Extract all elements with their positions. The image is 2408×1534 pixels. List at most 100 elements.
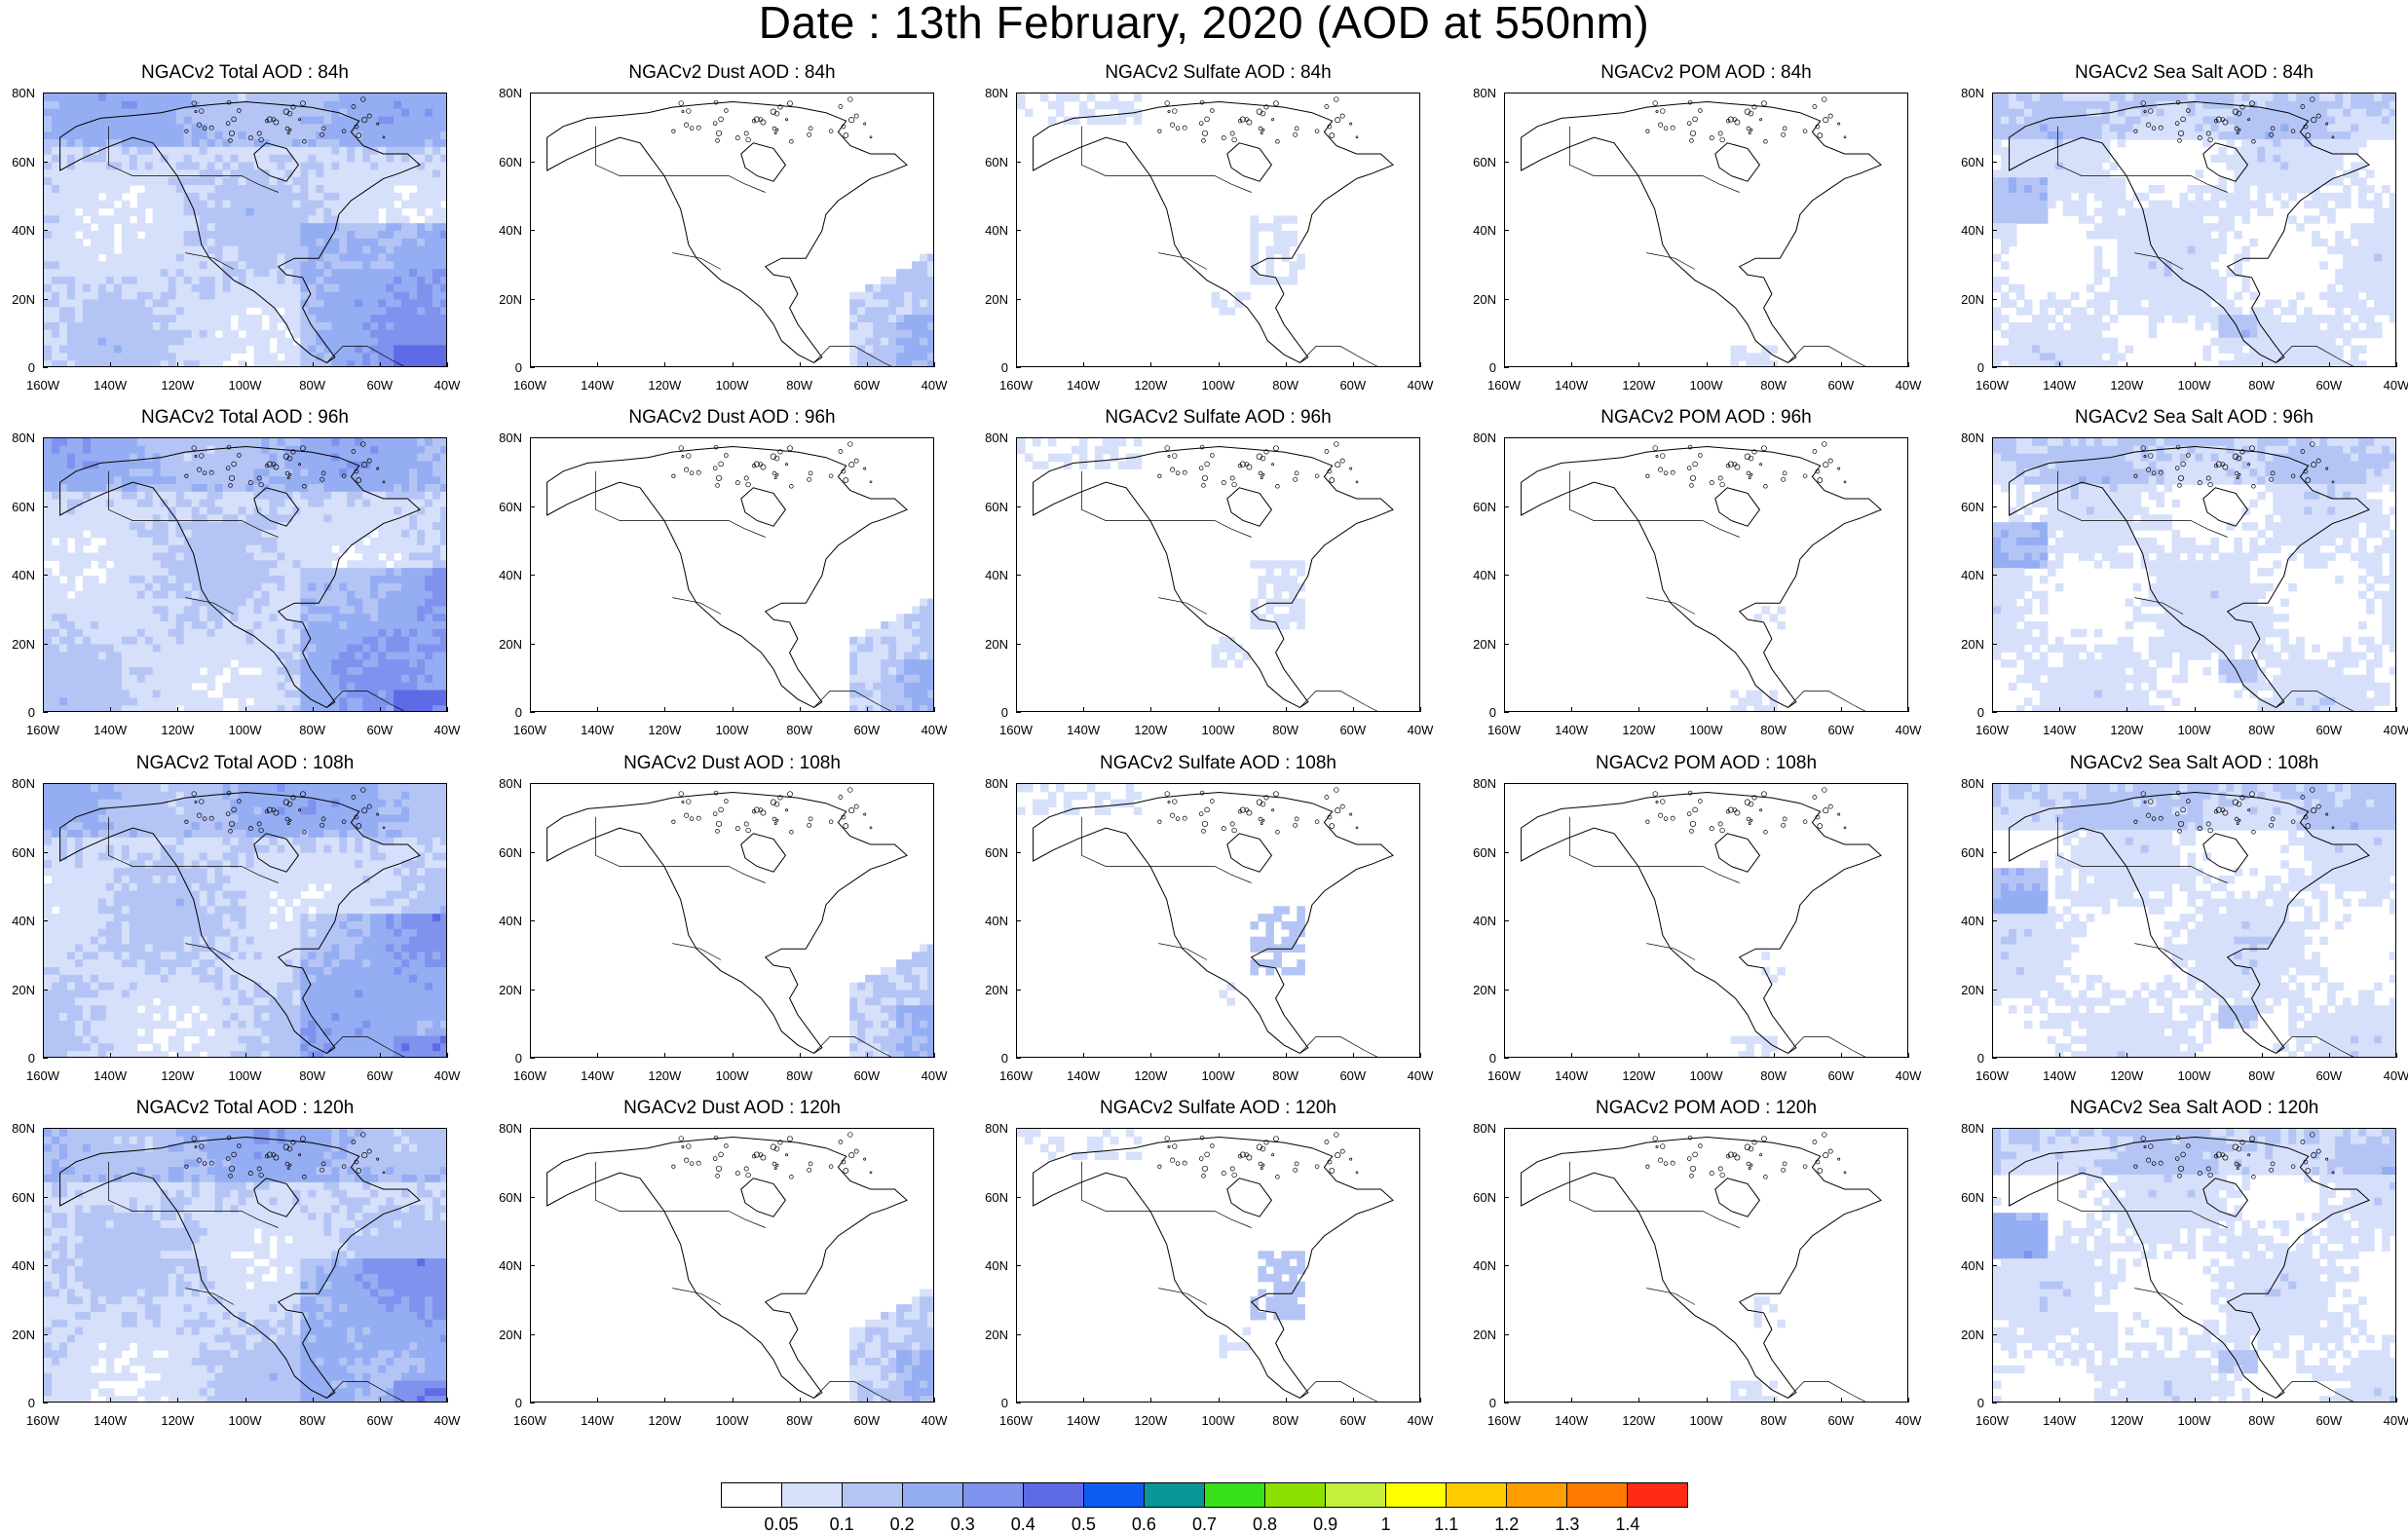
aod-cell <box>2304 177 2313 185</box>
aod-cell <box>355 614 363 621</box>
aod-cell <box>269 231 278 239</box>
aod-cell <box>106 438 115 446</box>
aod-cell <box>2382 117 2390 125</box>
aod-cell <box>44 322 53 330</box>
aod-cell <box>386 215 395 223</box>
aod-cell <box>261 124 270 131</box>
aod-cell <box>292 124 301 131</box>
aod-cell <box>200 614 208 621</box>
aod-cell <box>1265 246 1274 254</box>
aod-cell <box>153 177 162 185</box>
aod-cell <box>176 507 185 515</box>
aod-cell <box>355 231 363 239</box>
aod-cell <box>912 269 921 277</box>
aod-cell <box>2063 177 2072 185</box>
aod-cell <box>122 492 131 500</box>
aod-cell <box>284 583 293 591</box>
aod-cell <box>417 177 426 185</box>
aod-cell <box>2312 94 2320 101</box>
aod-cell <box>91 246 99 254</box>
island-outline <box>786 119 788 121</box>
aod-cell <box>865 330 874 338</box>
aod-cell <box>184 599 193 607</box>
aod-cell <box>223 538 232 545</box>
aod-cell <box>912 300 921 308</box>
aod-cell <box>75 201 84 208</box>
aod-cell <box>2202 131 2211 139</box>
aod-cell <box>106 147 115 155</box>
aod-cell <box>153 353 162 360</box>
aod-cell <box>394 560 402 568</box>
aod-cell <box>339 507 348 515</box>
aod-cell <box>323 155 332 163</box>
aod-cell <box>316 583 324 591</box>
aod-cell <box>2040 353 2049 360</box>
aod-cell <box>316 124 324 131</box>
aod-cell <box>1993 284 2002 292</box>
aod-cell <box>2024 208 2033 216</box>
aod-cell <box>378 109 387 117</box>
aod-cell <box>339 246 348 254</box>
aod-cell <box>122 231 131 239</box>
aod-cell <box>145 239 154 246</box>
aod-cell <box>2202 231 2211 239</box>
aod-cell <box>2389 231 2396 239</box>
aod-cell <box>153 300 162 308</box>
aod-cell <box>323 568 332 576</box>
aod-cell <box>253 284 262 292</box>
aod-cell <box>122 147 131 155</box>
aod-cell <box>2094 269 2103 277</box>
aod-cell <box>2149 254 2158 262</box>
aod-cell <box>308 131 317 139</box>
aod-cell <box>176 163 185 170</box>
latitude-label: 20N <box>1953 293 1984 306</box>
aod-cell <box>2024 215 2033 223</box>
aod-cell <box>44 338 53 346</box>
aod-cell <box>401 117 410 125</box>
aod-cell <box>2358 284 2367 292</box>
aod-cell <box>176 208 185 216</box>
aod-cell <box>2366 109 2375 117</box>
aod-cell <box>440 215 447 223</box>
aod-cell <box>355 353 363 360</box>
aod-cell <box>2241 330 2250 338</box>
aod-cell <box>161 330 169 338</box>
aod-cell <box>59 462 68 469</box>
aod-cell <box>52 254 60 262</box>
aod-cell <box>355 606 363 614</box>
aod-cell <box>83 522 92 530</box>
aod-cell <box>2063 208 2072 216</box>
aod-cell <box>176 117 185 125</box>
aod-cell <box>122 117 131 125</box>
aod-cell <box>207 131 216 139</box>
aod-cell <box>153 284 162 292</box>
aod-cell <box>2001 101 2010 109</box>
aod-cell <box>114 614 123 621</box>
aod-cell <box>184 606 193 614</box>
aod-cell <box>2102 117 2111 125</box>
aod-cell <box>417 185 426 193</box>
aod-cell <box>231 522 240 530</box>
aod-cell <box>2126 254 2134 262</box>
aod-cell <box>215 599 224 607</box>
aod-cell <box>888 277 897 284</box>
aod-cell <box>2196 261 2204 269</box>
aod-cell <box>849 292 858 300</box>
aod-cell <box>316 300 324 308</box>
aod-cell <box>2312 131 2320 139</box>
aod-cell <box>59 185 68 193</box>
aod-cell <box>192 360 201 367</box>
aod-cell <box>145 621 154 629</box>
aod-cell <box>161 208 169 216</box>
aod-cell <box>308 208 317 216</box>
aod-cell <box>378 139 387 147</box>
aod-cell <box>122 261 131 269</box>
aod-cell <box>277 208 285 216</box>
aod-cell <box>370 131 379 139</box>
aod-cell <box>137 553 146 561</box>
aod-cell <box>67 462 76 469</box>
aod-cell <box>83 637 92 645</box>
aod-cell <box>2094 360 2103 367</box>
aod-cell <box>83 193 92 201</box>
aod-cell <box>2257 109 2266 117</box>
